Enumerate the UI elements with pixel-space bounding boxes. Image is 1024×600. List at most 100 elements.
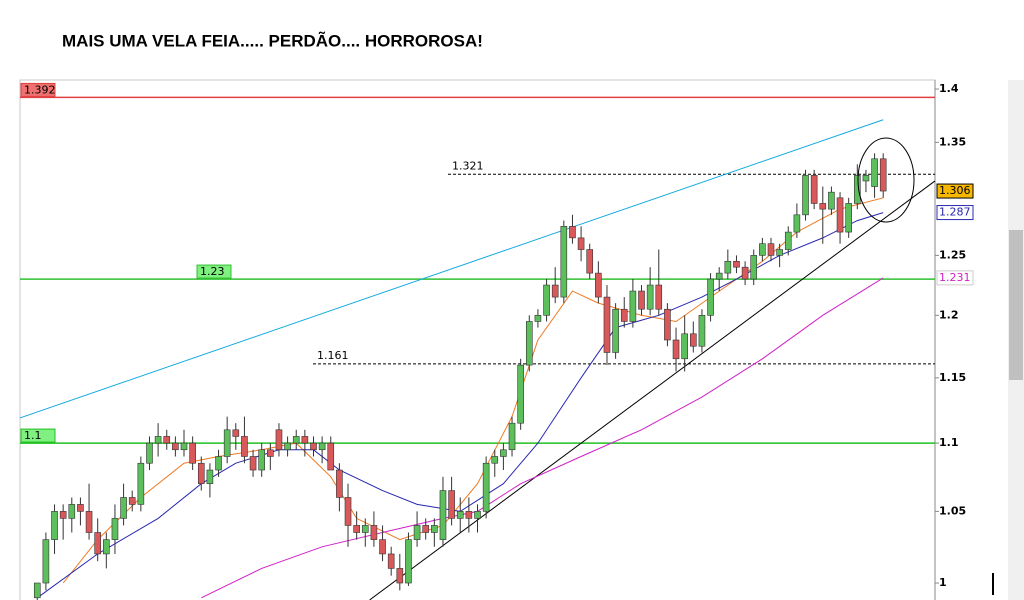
- candle-body: [275, 429, 283, 451]
- plot: 1.4 1.35 1.25 1.2 1.15 1.1 1.05 1 1.392 1.23 1.1 1.…: [19, 82, 966, 600]
- price-tag-label: 1.287: [939, 206, 971, 219]
- candle-body: [508, 422, 516, 451]
- candle-body: [871, 158, 878, 187]
- candle-body: [128, 497, 136, 505]
- candle-body: [577, 237, 585, 250]
- candle-body: [741, 266, 749, 280]
- candle-body: [750, 255, 758, 280]
- candle-body: [318, 442, 326, 451]
- y-tick-label: 1.1: [939, 436, 959, 449]
- trendline: [19, 119, 884, 419]
- price-tag-label: 1.306: [939, 184, 971, 197]
- candle-body: [197, 462, 205, 484]
- candle-body: [361, 525, 369, 533]
- candle-body: [422, 525, 430, 533]
- candle-body: [154, 436, 162, 444]
- scrollbar-thumb[interactable]: [1009, 230, 1023, 380]
- moving-average: [201, 277, 884, 599]
- candle-body: [215, 456, 222, 471]
- level-label-box: [196, 264, 232, 279]
- candle-body: [336, 469, 343, 498]
- candle-body: [120, 497, 127, 519]
- candle-body: [310, 442, 317, 451]
- level-label: 1.1: [24, 429, 42, 442]
- candle-body: [68, 504, 76, 519]
- y-tick-label: 1.15: [939, 371, 966, 384]
- candle-body: [249, 456, 257, 471]
- candle-body: [206, 469, 214, 484]
- candle-body: [241, 436, 248, 457]
- candle-body: [569, 226, 576, 239]
- candle-body: [491, 456, 499, 464]
- trendline: [369, 180, 936, 600]
- candle-body: [474, 511, 481, 519]
- candle-body: [517, 364, 524, 424]
- candle-body: [793, 214, 801, 233]
- candle-body: [103, 539, 110, 555]
- y-tick-label: 1.4: [939, 82, 959, 95]
- candle-body: [189, 442, 196, 464]
- candle-body: [327, 442, 335, 471]
- candle-body: [707, 278, 714, 316]
- price-tag: [936, 270, 974, 286]
- candle-body: [258, 449, 265, 471]
- level-label: 1.23: [200, 265, 225, 278]
- candle-body: [638, 290, 645, 310]
- candle-body: [681, 333, 688, 360]
- candle-body: [387, 553, 395, 569]
- candle-body: [646, 284, 654, 310]
- candle-body: [85, 511, 93, 533]
- candle-body: [353, 525, 360, 533]
- candle-body: [733, 260, 740, 268]
- candle-body: [560, 226, 568, 298]
- candle-body: [810, 175, 818, 204]
- candle-body: [655, 284, 663, 310]
- candle-body: [111, 518, 119, 540]
- candle-body: [431, 525, 438, 533]
- candle-body: [724, 260, 732, 274]
- level-label: 1.321: [452, 159, 484, 172]
- price-tag-label: 1.231: [939, 271, 971, 284]
- candle-body: [33, 582, 41, 599]
- level-label: 1.161: [317, 349, 349, 362]
- candle-body: [405, 539, 412, 584]
- candle-body: [854, 175, 861, 204]
- candle-body: [232, 429, 240, 437]
- candle-body: [879, 158, 887, 192]
- candle-body: [620, 308, 628, 322]
- candle-body: [42, 539, 50, 584]
- candle-body: [586, 249, 594, 274]
- y-tick-label: 1.2: [939, 308, 959, 321]
- candle-body: [146, 442, 153, 464]
- candle-body: [370, 525, 378, 540]
- level-label-box: [20, 82, 56, 97]
- candle-body: [759, 243, 766, 256]
- candle-body: [94, 532, 101, 555]
- candle-body: [612, 308, 619, 353]
- candle-body: [595, 272, 602, 298]
- candle-body: [344, 497, 352, 526]
- candle-body: [690, 333, 697, 347]
- candle-body: [629, 290, 637, 322]
- candle-body: [267, 449, 274, 457]
- candle-body: [465, 511, 473, 519]
- candle-body: [862, 175, 870, 182]
- candle-body: [292, 436, 300, 444]
- candle-body: [767, 243, 775, 256]
- candle-body: [448, 490, 455, 519]
- candle-body: [223, 429, 231, 457]
- candle-body: [379, 539, 386, 555]
- candle-body: [59, 511, 67, 519]
- candle-body: [603, 296, 611, 353]
- candle-body: [672, 339, 680, 360]
- candle-body: [172, 442, 179, 451]
- level-label-box: [20, 428, 56, 443]
- candle-body: [845, 203, 852, 233]
- candle-body: [715, 272, 723, 280]
- candle-body: [784, 231, 792, 250]
- candle-body: [551, 284, 559, 298]
- candle-body: [413, 525, 421, 540]
- level-label: 1.392: [24, 83, 56, 96]
